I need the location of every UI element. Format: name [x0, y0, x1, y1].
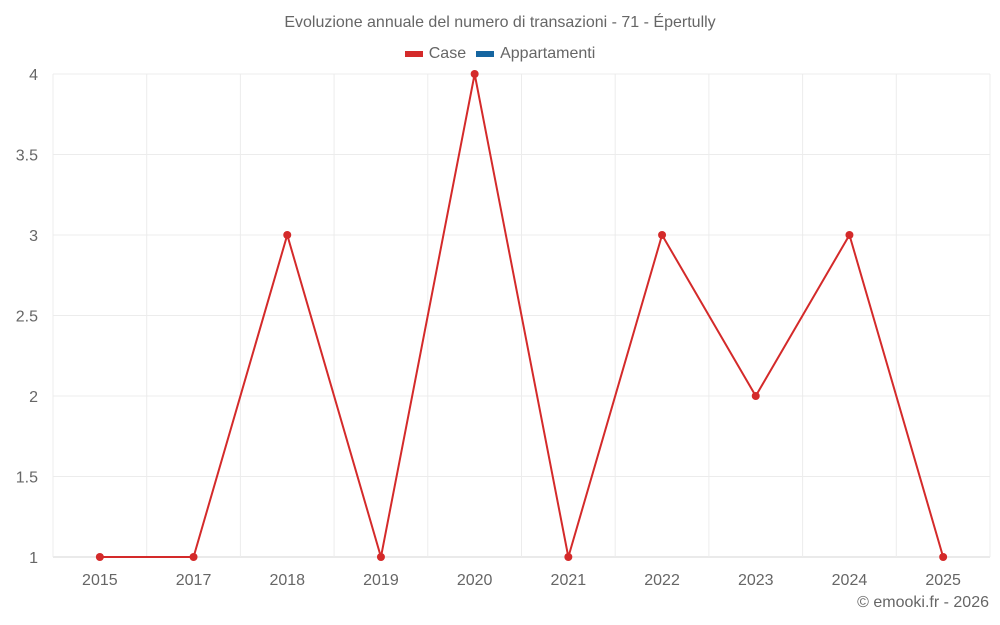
series-line-case [99, 73, 945, 558]
data-point [564, 553, 573, 561]
credit: © emooki.fr - 2026 [857, 594, 989, 611]
x-tick-label: 2015 [82, 572, 118, 589]
legend: Case Appartamenti [0, 45, 1000, 63]
case-swatch-icon [404, 51, 423, 57]
appartamenti-swatch-icon [476, 51, 495, 57]
data-point [658, 231, 667, 239]
y-tick-label: 1.5 [16, 470, 38, 487]
y-tick-label: 2 [29, 389, 38, 406]
legend-label-appartamenti: Appartamenti [500, 45, 596, 62]
data-point [470, 70, 479, 78]
chart-title: Evoluzione annuale del numero di transaz… [284, 14, 716, 31]
data-point [189, 553, 198, 561]
data-point [751, 392, 760, 400]
y-tick-label: 3 [29, 228, 38, 245]
x-tick-label: 2022 [644, 572, 680, 589]
x-tick-label: 2018 [269, 572, 305, 589]
y-tick-label: 4 [29, 67, 38, 84]
data-point [95, 553, 104, 561]
x-tick-label: 2021 [551, 572, 587, 589]
y-tick-label: 3.5 [16, 148, 38, 165]
data-point [939, 553, 948, 561]
legend-item-case[interactable]: Case [404, 45, 467, 63]
data-point [283, 231, 292, 239]
x-tick-label: 2025 [925, 572, 961, 589]
data-point [376, 553, 385, 561]
data-point [845, 231, 854, 239]
y-tick-label: 1 [29, 550, 38, 567]
x-tick-label: 2017 [176, 572, 212, 589]
x-tick-label: 2024 [832, 572, 868, 589]
x-tick-label: 2019 [363, 572, 399, 589]
y-tick-label: 2.5 [16, 309, 38, 326]
legend-label-case: Case [428, 45, 467, 62]
x-tick-label: 2020 [457, 572, 493, 589]
x-tick-label: 2023 [738, 572, 774, 589]
legend-item-appartamenti[interactable]: Appartamenti [476, 45, 595, 63]
